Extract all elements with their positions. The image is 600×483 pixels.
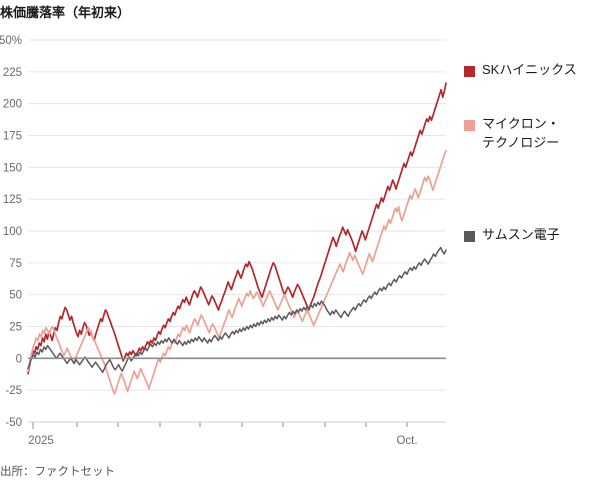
series-lines-group [27, 82, 447, 395]
legend-label-0: SKハイニックス [482, 62, 577, 77]
y-axis-tick-label: 125 [3, 194, 22, 206]
series-line-micron [27, 149, 447, 395]
x-axis-tick-label: Oct. [396, 435, 417, 447]
legend-label-2: サムスン電子 [482, 227, 560, 242]
y-axis-tick-label: -50 [5, 417, 22, 429]
legend-swatch-1 [464, 120, 475, 131]
y-axis-tick-label: 150 [3, 162, 22, 174]
legend-label-1: マイクロン・ [482, 116, 560, 131]
legend-swatch-0 [464, 66, 475, 77]
series-line-sk-hynix [27, 82, 447, 375]
y-axis-tick-label: 50 [9, 290, 22, 302]
y-axis-tick-label: 0 [16, 353, 22, 365]
x-axis-tick-labels: 2025 Oct. [28, 435, 417, 447]
y-axis-tick-label: 25 [9, 322, 22, 334]
y-axis-tick-label: 100 [3, 226, 22, 238]
y-axis-tick-label: 200 [3, 99, 22, 111]
y-axis-tick-label: 225 [3, 67, 22, 79]
y-axis-tick-label: 250% [0, 35, 22, 47]
x-axis-tick-marks [32, 422, 408, 429]
source-note: 出所：ファクトセット [0, 466, 115, 478]
page-title: 株価騰落率（年初来） [0, 5, 131, 20]
y-axis-tick-label: 75 [9, 258, 22, 270]
legend-swatch-2 [464, 231, 475, 242]
y-axis-tick-label: -25 [5, 385, 22, 397]
y-axis-tick-labels: 250% 225 200 175 150 125 100 75 50 25 0 -25 -50 [0, 35, 22, 429]
x-axis-tick-label: 2025 [28, 435, 54, 447]
legend-label-1: テクノロジー [482, 135, 559, 150]
y-axis-tick-label: 175 [3, 131, 22, 143]
series-line-samsung [27, 246, 447, 374]
